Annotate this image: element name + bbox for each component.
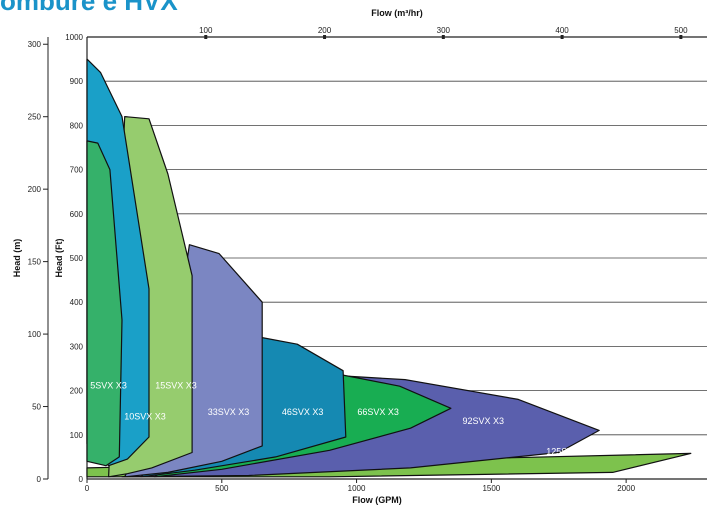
y-ft-tick-label: 400 <box>70 298 84 307</box>
y-m-tick-label: 50 <box>32 403 41 412</box>
y-m-tick-label: 150 <box>28 258 42 267</box>
y-ft-tick-label: 600 <box>70 210 84 219</box>
x-top-tick-label: 100 <box>199 26 213 35</box>
series-label: 10SVX X3 <box>124 411 166 421</box>
series-label: 125SVX X3 <box>546 447 593 457</box>
series-label: 46SVX X3 <box>282 407 324 417</box>
x-top-tick-label: 500 <box>674 26 688 35</box>
series-label: 5SVX X3 <box>90 380 127 390</box>
y-m-axis-title: Head (m) <box>12 239 22 278</box>
x-top-tick <box>441 35 445 39</box>
x-bottom-tick-label: 500 <box>215 484 229 493</box>
x-top-tick-label: 200 <box>318 26 332 35</box>
y-ft-tick-label: 800 <box>70 121 84 130</box>
x-bottom-axis-title: Flow (GPM) <box>352 495 402 505</box>
y-ft-tick-label: 500 <box>70 254 84 263</box>
x-top-axis-title: Flow (m³/hr) <box>371 8 423 18</box>
y-ft-tick-label: 300 <box>70 342 84 351</box>
x-bottom-tick-label: 1500 <box>482 484 500 493</box>
x-top-tick-label: 400 <box>555 26 569 35</box>
y-m-tick-label: 100 <box>28 330 42 339</box>
y-ft-tick-label: 200 <box>70 387 84 396</box>
y-ft-tick-label: 700 <box>70 166 84 175</box>
y-m-tick-label: 200 <box>28 185 42 194</box>
x-bottom-tick-label: 0 <box>85 484 90 493</box>
x-top-tick <box>560 35 564 39</box>
x-top-tick <box>204 35 208 39</box>
series-region-5svx-x3 <box>86 140 123 467</box>
x-top-tick-label: 300 <box>437 26 451 35</box>
x-top-tick <box>679 35 683 39</box>
series-label: 66SVX X3 <box>357 407 399 417</box>
y-m-tick-label: 0 <box>37 475 42 484</box>
x-bottom-tick-label: 2000 <box>617 484 635 493</box>
y-ft-tick-label: 900 <box>70 77 84 86</box>
page-title: ombure e HVX <box>0 0 178 16</box>
y-m-tick-label: 250 <box>28 113 42 122</box>
y-m-tick-label: 300 <box>28 40 42 49</box>
x-bottom-tick-label: 1000 <box>348 484 366 493</box>
series-label: 92SVX X3 <box>462 416 504 426</box>
y-ft-tick-label: 0 <box>79 475 84 484</box>
series-label: 33SVX X3 <box>208 407 250 417</box>
x-top-tick <box>323 35 327 39</box>
y-ft-tick-label: 100 <box>70 431 84 440</box>
y-ft-axis-title: Head (Ft) <box>54 239 64 278</box>
y-ft-tick-label: 1000 <box>65 33 83 42</box>
series-label: 15SVX X3 <box>155 380 197 390</box>
